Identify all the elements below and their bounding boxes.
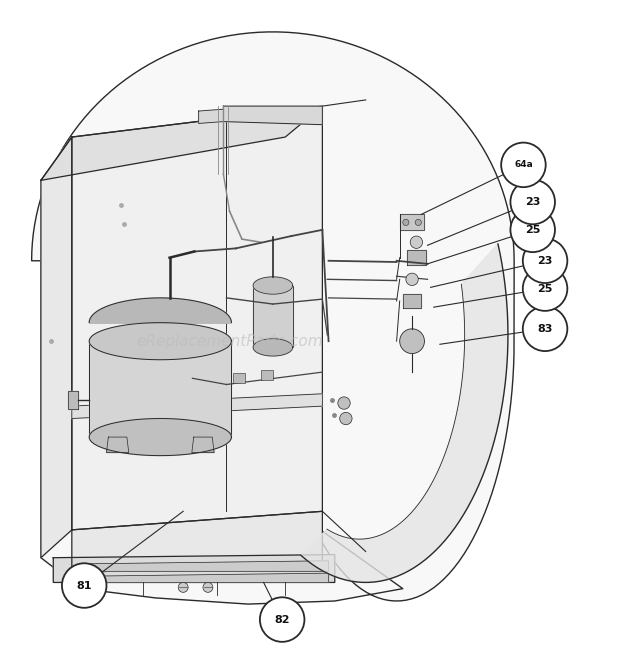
Text: 82: 82 — [275, 614, 290, 624]
Circle shape — [62, 563, 107, 608]
Circle shape — [260, 597, 304, 642]
Circle shape — [403, 219, 409, 226]
Polygon shape — [89, 419, 231, 456]
Text: eReplacementParts.com: eReplacementParts.com — [136, 334, 323, 348]
Polygon shape — [53, 555, 335, 582]
Text: 64a: 64a — [514, 160, 533, 170]
Text: 83: 83 — [538, 324, 553, 334]
Text: 81: 81 — [76, 580, 92, 590]
Polygon shape — [407, 251, 426, 265]
Polygon shape — [72, 106, 322, 530]
Circle shape — [203, 582, 213, 592]
Bar — [232, 373, 245, 383]
Circle shape — [340, 412, 352, 425]
Circle shape — [523, 239, 567, 283]
Circle shape — [406, 273, 419, 285]
Polygon shape — [72, 394, 322, 419]
Polygon shape — [107, 437, 129, 452]
Polygon shape — [253, 285, 293, 347]
Polygon shape — [403, 293, 422, 308]
Circle shape — [501, 143, 546, 187]
Polygon shape — [72, 511, 322, 573]
Polygon shape — [32, 32, 514, 604]
Polygon shape — [192, 437, 214, 452]
Polygon shape — [253, 339, 293, 356]
Circle shape — [510, 180, 555, 224]
Polygon shape — [400, 214, 425, 230]
Polygon shape — [89, 323, 231, 360]
Polygon shape — [89, 298, 231, 323]
Polygon shape — [223, 106, 322, 125]
Circle shape — [415, 219, 422, 226]
Text: 25: 25 — [525, 225, 541, 235]
Circle shape — [523, 307, 567, 351]
Circle shape — [400, 329, 425, 354]
Polygon shape — [81, 561, 329, 572]
Polygon shape — [301, 244, 508, 582]
Polygon shape — [68, 391, 78, 409]
Polygon shape — [198, 109, 223, 123]
Polygon shape — [41, 137, 72, 557]
Circle shape — [338, 397, 350, 409]
Circle shape — [410, 236, 423, 249]
Polygon shape — [253, 277, 293, 294]
Text: 25: 25 — [538, 283, 553, 293]
Text: 23: 23 — [538, 256, 553, 266]
Circle shape — [523, 267, 567, 311]
Circle shape — [178, 582, 188, 592]
Circle shape — [510, 208, 555, 252]
Polygon shape — [89, 341, 231, 437]
Polygon shape — [81, 573, 329, 582]
Text: 23: 23 — [525, 197, 541, 207]
Bar — [260, 371, 273, 380]
Polygon shape — [41, 106, 322, 180]
